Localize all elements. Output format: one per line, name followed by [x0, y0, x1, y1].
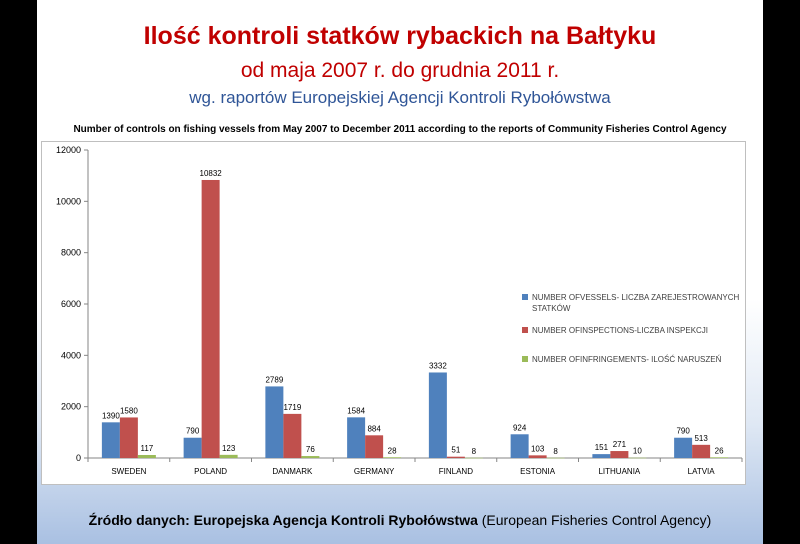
- legend-swatch-infringements: [522, 356, 528, 362]
- data-label: 151: [595, 443, 609, 452]
- data-label: 8: [553, 447, 558, 456]
- x-category-label: FINLAND: [439, 467, 473, 476]
- data-label: 2789: [265, 375, 283, 384]
- source-paren: (European Fisheries Control Agency): [481, 512, 712, 528]
- slide: Ilość kontroli statków rybackich na Bałt…: [37, 0, 763, 544]
- bar: [428, 372, 447, 458]
- y-tick-label: 0: [76, 453, 81, 463]
- data-label: 1719: [283, 403, 301, 412]
- chart-area: 0 2000 4000 6000 8000 10000 12000 SWEDEN POLAND D…: [41, 141, 746, 485]
- bar: [119, 417, 138, 458]
- x-category-label: POLAND: [194, 467, 227, 476]
- source-label: Źródło danych: Europejska Agencja Kontro…: [88, 512, 478, 528]
- bar: [347, 417, 366, 458]
- y-tick-label: 4000: [61, 350, 81, 360]
- data-label: 790: [676, 427, 690, 436]
- legend-label-vessels: NUMBER OFVESSELS- LICZBA ZAREJESTROWANYC…: [532, 293, 740, 313]
- bar: [510, 434, 529, 458]
- x-category-label: GERMANY: [354, 467, 395, 476]
- data-label: 790: [186, 427, 200, 436]
- legend-swatch-vessels: [522, 294, 528, 300]
- data-label: 28: [388, 446, 397, 455]
- y-tick-label: 10000: [56, 196, 81, 206]
- bar: [219, 454, 238, 458]
- data-label: 10832: [200, 169, 223, 178]
- data-label: 1390: [102, 411, 120, 420]
- bar: [710, 457, 729, 458]
- data-label: 123: [222, 444, 236, 453]
- bar: [101, 422, 120, 458]
- data-label: 924: [513, 423, 527, 432]
- slide-title: Ilość kontroli statków rybackich na Bałt…: [143, 22, 657, 50]
- chart-title: Number of controls on fishing vessels fr…: [73, 124, 727, 135]
- x-category-label: LITHUANIA: [598, 467, 640, 476]
- y-tick-label: 2000: [61, 402, 81, 412]
- x-category-label: ESTONIA: [520, 467, 556, 476]
- bar: [301, 456, 320, 458]
- data-label: 76: [306, 445, 315, 454]
- bar: [201, 179, 220, 458]
- bar: [692, 444, 711, 458]
- slide-subtitle-source: wg. raportów Europejskiej Agencji Kontro…: [189, 88, 611, 107]
- legend-label-inspections: NUMBER OFINSPECTIONS-LICZBA INSPEKCJI: [532, 326, 709, 335]
- legend-label-infringements: NUMBER OFINFRINGEMENTS- ILOŚĆ NARUSZEŃ: [532, 355, 722, 364]
- data-label: 884: [367, 424, 381, 433]
- data-label: 117: [140, 444, 153, 453]
- x-category-label: SWEDEN: [111, 467, 146, 476]
- bar: [446, 456, 465, 458]
- bar: [265, 386, 284, 458]
- y-tick-label: 12000: [56, 145, 81, 155]
- x-category-label: DANMARK: [272, 467, 313, 476]
- bar: [365, 435, 384, 458]
- bar: [628, 457, 647, 459]
- data-source-note: Źródło danych: Europejska Agencja Kontro…: [37, 512, 763, 528]
- bar-chart: 0 2000 4000 6000 8000 10000 12000 SWEDEN POLAND D…: [56, 145, 743, 476]
- data-label: 103: [531, 444, 545, 453]
- bar: [546, 457, 565, 459]
- bar: [592, 454, 611, 458]
- bar: [137, 454, 156, 458]
- bar: [674, 437, 693, 458]
- slide-subtitle: od maja 2007 r. do grudnia 2011 r.: [240, 59, 560, 82]
- data-label: 51: [451, 446, 460, 455]
- x-category-label: LATVIA: [688, 467, 716, 476]
- bar: [183, 437, 202, 458]
- data-label: 1580: [120, 406, 138, 415]
- data-label: 8: [472, 447, 477, 456]
- data-label: 271: [613, 440, 627, 449]
- bar: [528, 455, 547, 458]
- data-label: 1584: [347, 406, 365, 415]
- bar: [464, 457, 483, 459]
- bar: [610, 451, 629, 458]
- data-label: 3332: [429, 361, 447, 370]
- bar: [283, 413, 302, 458]
- data-label: 513: [694, 434, 708, 443]
- legend-swatch-inspections: [522, 327, 528, 333]
- bar: [383, 457, 402, 458]
- y-tick-label: 6000: [61, 299, 81, 309]
- y-tick-label: 8000: [61, 248, 81, 258]
- data-label: 10: [633, 447, 642, 456]
- data-label: 26: [715, 446, 724, 455]
